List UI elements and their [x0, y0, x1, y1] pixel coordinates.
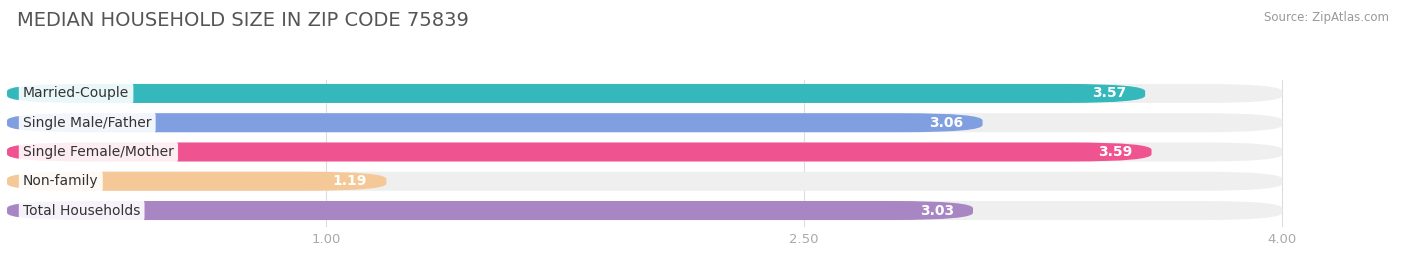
FancyBboxPatch shape — [7, 84, 1282, 103]
Text: 3.06: 3.06 — [929, 116, 963, 130]
FancyBboxPatch shape — [7, 201, 973, 220]
FancyBboxPatch shape — [7, 113, 983, 132]
FancyBboxPatch shape — [7, 113, 1282, 132]
Text: 3.59: 3.59 — [1098, 145, 1132, 159]
FancyBboxPatch shape — [7, 143, 1152, 161]
Text: Single Female/Mother: Single Female/Mother — [22, 145, 174, 159]
FancyBboxPatch shape — [7, 172, 387, 191]
Text: 3.03: 3.03 — [920, 204, 953, 218]
FancyBboxPatch shape — [7, 84, 1144, 103]
Text: Single Male/Father: Single Male/Father — [22, 116, 152, 130]
FancyBboxPatch shape — [7, 201, 1282, 220]
FancyBboxPatch shape — [7, 143, 1282, 161]
Text: Total Households: Total Households — [22, 204, 141, 218]
Text: MEDIAN HOUSEHOLD SIZE IN ZIP CODE 75839: MEDIAN HOUSEHOLD SIZE IN ZIP CODE 75839 — [17, 11, 468, 30]
FancyBboxPatch shape — [7, 172, 1282, 191]
Text: 3.57: 3.57 — [1092, 86, 1126, 100]
Text: Source: ZipAtlas.com: Source: ZipAtlas.com — [1264, 11, 1389, 24]
Text: 1.19: 1.19 — [333, 174, 367, 188]
Text: Married-Couple: Married-Couple — [22, 86, 129, 100]
Text: Non-family: Non-family — [22, 174, 98, 188]
